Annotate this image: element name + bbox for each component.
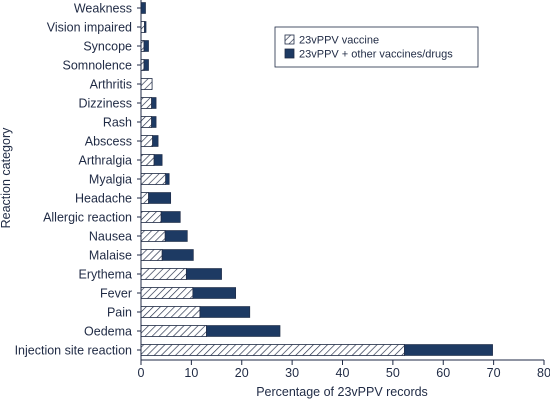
x-tick-label-30: 30 [285,366,299,380]
bar-combined-malaise [161,249,194,261]
bar-vaccine-injection-site-reaction [140,344,405,356]
category-label-syncope: Syncope [83,40,132,54]
x-tick-label-60: 60 [436,366,450,380]
bar-combined-myalgia [165,173,170,185]
category-label-headache: Headache [75,192,132,206]
bar-combined-fever [192,287,237,299]
x-tick-label-40: 40 [336,366,350,380]
bar-combined-rash [151,116,157,128]
category-label-dizziness: Dizziness [79,97,133,111]
category-label-somnolence: Somnolence [63,59,133,73]
legend-label-vaccine: 23vPPV vaccine [299,35,379,47]
bar-combined-injection-site-reaction [404,344,493,356]
bars-group [140,2,493,356]
bar-vaccine-arthralgia [140,154,155,166]
bar-combined-erythema [186,268,222,280]
x-axis-ticks: 0 10 20 30 40 50 60 70 80 [138,360,550,380]
bar-combined-nausea [164,230,188,242]
x-tick-label-70: 70 [487,366,501,380]
bar-vaccine-abscess [140,135,153,147]
bar-combined-dizziness [151,97,157,109]
y-axis-title: Reaction category [0,127,13,229]
legend-swatch-vaccine [284,34,295,45]
category-label-injection-site-reaction: Injection site reaction [15,344,132,358]
category-label-fever: Fever [100,287,132,301]
category-label-nausea: Nausea [89,230,132,244]
x-tick-label-0: 0 [138,366,145,380]
category-label-weakness: Weakness [74,2,132,16]
bar-combined-allergic-reaction [160,211,181,223]
legend-swatch-combined [284,48,295,59]
bar-vaccine-pain [140,306,201,318]
category-label-vision-impaired: Vision impaired [47,21,132,35]
category-labels: Injection site reaction Oedema Pain Fever Er… [15,2,141,358]
category-label-rash: Rash [103,116,132,130]
legend: 23vPPV vaccine 23vPPV + other vaccines/d… [274,26,479,68]
category-label-oedema: Oedema [84,325,132,339]
bar-vaccine-vision-impaired [140,21,145,33]
x-tick-label-10: 10 [184,366,198,380]
x-tick-label-20: 20 [235,366,249,380]
bar-vaccine-headache [140,192,149,204]
bar-combined-abscess [152,135,159,147]
bar-vaccine-allergic-reaction [140,211,162,223]
category-label-pain: Pain [107,306,132,320]
category-label-arthritis: Arthritis [90,78,132,92]
bar-combined-vision-impaired [144,21,147,33]
bar-vaccine-oedema [140,325,207,337]
category-label-abscess: Abscess [85,135,132,149]
bar-vaccine-fever [140,287,194,299]
x-axis-title: Percentage of 23vPPV records [256,385,428,399]
bar-vaccine-rash [140,116,152,128]
x-tick-label-80: 80 [537,366,550,380]
bar-vaccine-myalgia [140,173,167,185]
bar-combined-pain [199,306,251,318]
category-label-malaise: Malaise [89,249,132,263]
legend-frame [274,26,479,68]
category-label-arthralgia: Arthralgia [79,154,133,168]
category-label-erythema: Erythema [79,268,133,282]
x-tick-label-50: 50 [386,366,400,380]
bar-combined-weakness [140,2,146,14]
category-label-allergic-reaction: Allergic reaction [43,211,132,225]
category-label-myalgia: Myalgia [89,173,132,187]
bar-combined-headache [148,192,172,204]
bar-vaccine-erythema [140,268,187,280]
bar-combined-oedema [206,325,281,337]
bar-vaccine-dizziness [140,97,152,109]
bar-combined-arthralgia [153,154,163,166]
bar-combined-somnolence [143,59,149,71]
bar-combined-syncope [143,40,149,52]
bar-vaccine-malaise [140,249,163,261]
bar-vaccine-nausea [140,230,166,242]
legend-label-combined: 23vPPV + other vaccines/drugs [299,49,453,61]
bar-vaccine-arthritis [140,78,153,90]
